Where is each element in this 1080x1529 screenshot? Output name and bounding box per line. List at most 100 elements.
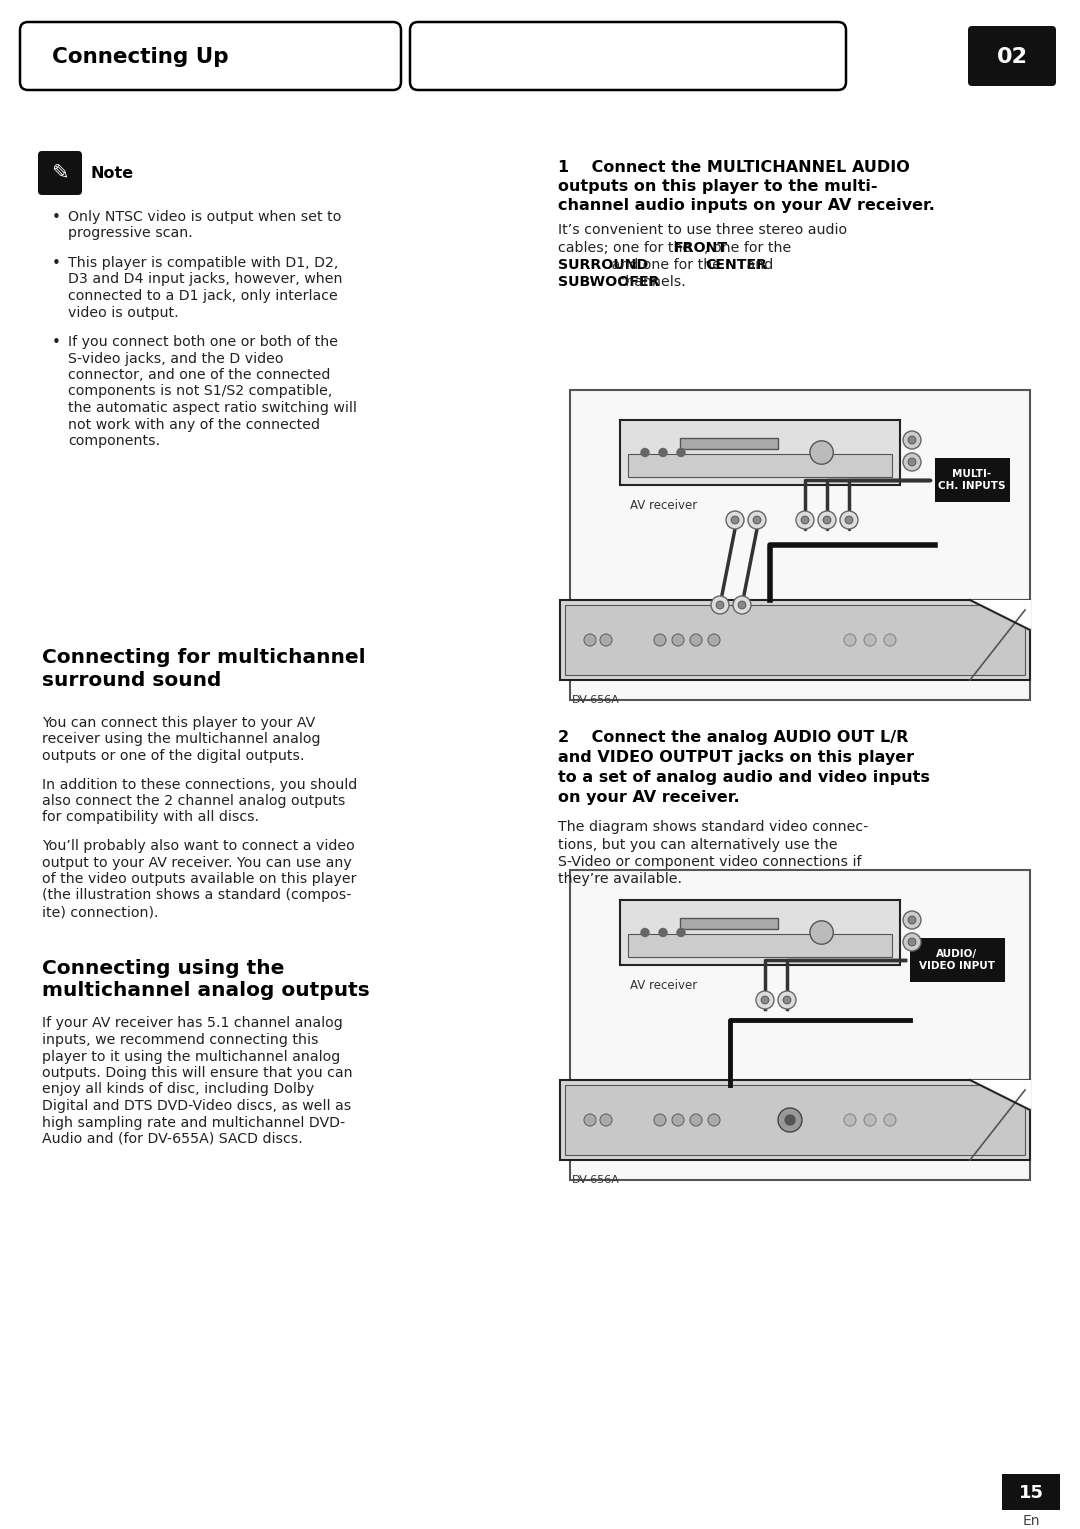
Circle shape: [659, 448, 667, 457]
Circle shape: [659, 928, 667, 936]
FancyBboxPatch shape: [935, 459, 1010, 502]
Text: AUDIO/
VIDEO INPUT: AUDIO/ VIDEO INPUT: [919, 948, 995, 971]
Text: You can connect this player to your AV: You can connect this player to your AV: [42, 716, 315, 729]
Circle shape: [761, 995, 769, 1005]
Text: channels.: channels.: [613, 275, 686, 289]
Text: inputs, we recommend connecting this: inputs, we recommend connecting this: [42, 1034, 319, 1047]
Text: components is not S1/S2 compatible,: components is not S1/S2 compatible,: [68, 384, 333, 399]
Text: cables; one for the: cables; one for the: [558, 240, 696, 254]
Text: connected to a D1 jack, only interlace: connected to a D1 jack, only interlace: [68, 289, 338, 303]
Text: If your AV receiver has 5.1 channel analog: If your AV receiver has 5.1 channel anal…: [42, 1017, 342, 1031]
Text: to a set of analog audio and video inputs: to a set of analog audio and video input…: [558, 771, 930, 784]
Bar: [570, 870, 1030, 1180]
Text: 1    Connect the MULTICHANNEL AUDIO: 1 Connect the MULTICHANNEL AUDIO: [558, 161, 909, 174]
Text: FRONT: FRONT: [674, 240, 728, 254]
Text: receiver using the multichannel analog: receiver using the multichannel analog: [42, 732, 321, 746]
Circle shape: [908, 459, 916, 466]
Circle shape: [864, 1115, 876, 1125]
Text: outputs on this player to the multi-: outputs on this player to the multi-: [558, 179, 877, 194]
Text: of the video outputs available on this player: of the video outputs available on this p…: [42, 872, 356, 885]
Text: they’re available.: they’re available.: [558, 873, 681, 887]
Circle shape: [796, 511, 814, 529]
Text: outputs or one of the digital outputs.: outputs or one of the digital outputs.: [42, 749, 305, 763]
Text: In addition to these connections, you should: In addition to these connections, you sh…: [42, 778, 357, 792]
Circle shape: [600, 635, 612, 645]
Circle shape: [756, 991, 774, 1009]
Circle shape: [885, 635, 896, 645]
Text: DV-656A: DV-656A: [572, 696, 620, 705]
Text: S-Video or component video connections if: S-Video or component video connections i…: [558, 855, 862, 868]
Text: 2    Connect the analog AUDIO OUT L/R: 2 Connect the analog AUDIO OUT L/R: [558, 729, 908, 745]
Circle shape: [711, 596, 729, 615]
Text: SUBWOOFER: SUBWOOFER: [558, 275, 660, 289]
Text: also connect the 2 channel analog outputs: also connect the 2 channel analog output…: [42, 794, 346, 807]
Text: video is output.: video is output.: [68, 306, 178, 320]
Bar: [565, 1086, 1025, 1154]
FancyBboxPatch shape: [410, 21, 846, 90]
Circle shape: [748, 511, 766, 529]
FancyBboxPatch shape: [561, 599, 1030, 680]
Text: 15: 15: [1018, 1485, 1043, 1501]
Text: CENTER: CENTER: [705, 258, 768, 272]
Text: and: and: [742, 258, 773, 272]
Bar: [680, 437, 778, 450]
Bar: [565, 605, 1025, 674]
Bar: [627, 934, 892, 957]
Circle shape: [726, 511, 744, 529]
Circle shape: [690, 1115, 702, 1125]
Circle shape: [654, 1115, 666, 1125]
Circle shape: [584, 1115, 596, 1125]
Text: AV receiver: AV receiver: [630, 979, 698, 992]
Circle shape: [840, 511, 858, 529]
Circle shape: [908, 916, 916, 924]
Circle shape: [903, 911, 921, 930]
FancyBboxPatch shape: [910, 937, 1005, 982]
Text: and one for the: and one for the: [607, 258, 726, 272]
Text: connector, and one of the connected: connector, and one of the connected: [68, 368, 330, 382]
Circle shape: [908, 436, 916, 443]
Text: 02: 02: [997, 47, 1027, 67]
Text: •: •: [52, 335, 60, 350]
Text: high sampling rate and multichannel DVD-: high sampling rate and multichannel DVD-: [42, 1116, 346, 1130]
Polygon shape: [970, 599, 1030, 630]
Text: Only NTSC video is output when set to: Only NTSC video is output when set to: [68, 209, 341, 225]
Circle shape: [778, 991, 796, 1009]
FancyBboxPatch shape: [1002, 1474, 1059, 1511]
Circle shape: [783, 995, 791, 1005]
Text: not work with any of the connected: not work with any of the connected: [68, 417, 320, 431]
Text: outputs. Doing this will ensure that you can: outputs. Doing this will ensure that you…: [42, 1066, 353, 1079]
Text: AV receiver: AV receiver: [630, 498, 698, 512]
Circle shape: [738, 601, 746, 609]
Text: D3 and D4 input jacks, however, when: D3 and D4 input jacks, however, when: [68, 272, 342, 286]
Text: If you connect both one or both of the: If you connect both one or both of the: [68, 335, 338, 349]
Text: on your AV receiver.: on your AV receiver.: [558, 790, 740, 804]
FancyBboxPatch shape: [620, 901, 900, 965]
Text: You’ll probably also want to connect a video: You’ll probably also want to connect a v…: [42, 839, 354, 853]
Text: Connecting Up: Connecting Up: [52, 47, 229, 67]
Circle shape: [903, 431, 921, 450]
Bar: [570, 390, 1030, 700]
Text: and VIDEO OUTPUT jacks on this player: and VIDEO OUTPUT jacks on this player: [558, 751, 914, 764]
Text: channel audio inputs on your AV receiver.: channel audio inputs on your AV receiver…: [558, 197, 935, 213]
Circle shape: [864, 635, 876, 645]
Circle shape: [908, 937, 916, 946]
Text: The diagram shows standard video connec-: The diagram shows standard video connec-: [558, 820, 868, 833]
FancyBboxPatch shape: [620, 420, 900, 485]
FancyBboxPatch shape: [561, 1079, 1030, 1161]
Text: S-video jacks, and the D video: S-video jacks, and the D video: [68, 352, 283, 365]
Text: En: En: [1023, 1514, 1040, 1527]
Bar: [680, 917, 778, 930]
Text: enjoy all kinds of disc, including Dolby: enjoy all kinds of disc, including Dolby: [42, 1083, 314, 1096]
Circle shape: [708, 1115, 720, 1125]
Circle shape: [672, 635, 684, 645]
Circle shape: [731, 515, 739, 524]
Circle shape: [801, 515, 809, 524]
FancyBboxPatch shape: [968, 26, 1056, 86]
Bar: [627, 454, 892, 477]
FancyBboxPatch shape: [38, 151, 82, 196]
Circle shape: [845, 515, 853, 524]
Text: Connecting for multichannel
surround sound: Connecting for multichannel surround sou…: [42, 648, 366, 690]
Circle shape: [778, 1109, 802, 1131]
Text: , one for the: , one for the: [704, 240, 792, 254]
Text: It’s convenient to use three stereo audio: It’s convenient to use three stereo audi…: [558, 223, 847, 237]
